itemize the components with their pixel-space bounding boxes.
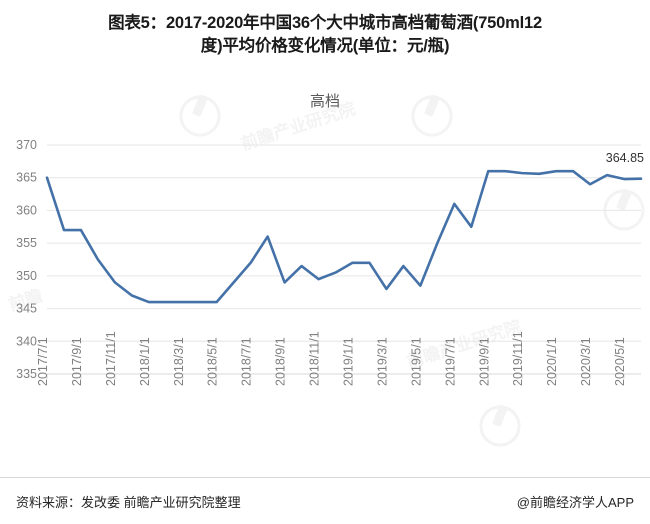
page-title: 图表5：2017-2020年中国36个大中城市高档葡萄酒(750ml12 度)平… xyxy=(108,14,542,56)
series-line-gaodang xyxy=(45,169,643,304)
x-axis-tick-label: 2020/1/1 xyxy=(545,337,559,386)
x-axis-tick-label: 2018/1/1 xyxy=(138,337,152,386)
series-legend-label: 高档 xyxy=(309,93,340,110)
x-axis-tick-label: 2019/11/1 xyxy=(511,331,525,386)
y-axis-tick-label: 370 xyxy=(16,138,37,152)
source-text: 资料来源：发改委 前瞻产业研究院整理 xyxy=(16,494,241,510)
x-axis-tick-label: 2020/3/1 xyxy=(579,337,593,386)
x-axis xyxy=(46,373,641,379)
x-axis-tick-label: 2018/11/1 xyxy=(308,331,322,386)
x-axis-tick-label: 2018/3/1 xyxy=(172,337,186,386)
x-axis-tick-label: 2018/9/1 xyxy=(274,337,288,386)
y-axis-labels: 335 340 345 350 355 360 365 370 xyxy=(16,138,37,381)
y-axis-tick-label: 345 xyxy=(16,302,37,316)
footer: 资料来源：发改委 前瞻产业研究院整理 @前瞻经济学人APP xyxy=(0,486,650,516)
x-axis-tick-label: 2019/1/1 xyxy=(341,337,355,386)
x-axis-tick-label: 2018/7/1 xyxy=(240,337,254,386)
footer-divider xyxy=(0,477,650,478)
chart-plot-area: 前瞻产业研究院 前瞻产业研究院 前瞻 高档 364.85 33534034535… xyxy=(0,0,650,470)
x-axis-tick-label: 2018/5/1 xyxy=(206,337,220,386)
y-axis-tick-label: 335 xyxy=(16,367,37,381)
x-axis-tick-label: 2020/5/1 xyxy=(613,337,627,386)
x-axis-tick-label: 2019/3/1 xyxy=(375,337,389,386)
x-axis-tick-label: 2017/11/1 xyxy=(104,331,118,386)
x-axis-tick-label: 2019/7/1 xyxy=(443,337,457,386)
y-axis-tick-label: 340 xyxy=(16,334,37,348)
x-axis-tick-label: 2017/7/1 xyxy=(36,337,50,386)
y-axis-tick-label: 360 xyxy=(16,203,37,217)
gridlines xyxy=(47,144,641,375)
app-credit: @前瞻经济学人APP xyxy=(516,494,634,510)
chart-svg: 335 340 345 350 355 360 365 370 2017/7/1 2017/9/… xyxy=(16,138,643,386)
x-axis-tick-label: 2019/5/1 xyxy=(409,337,423,386)
y-axis-tick-label: 365 xyxy=(16,171,37,185)
data-label-last-value: 364.85 xyxy=(605,150,644,165)
x-axis-tick-label: 2017/9/1 xyxy=(70,337,84,386)
y-axis-tick-label: 355 xyxy=(16,236,37,250)
y-axis-tick-label: 350 xyxy=(16,269,37,283)
x-axis-tick-label: 2019/9/1 xyxy=(477,337,491,386)
x-axis-labels: 2017/7/1 2017/9/1 2017/11/1 2018/1/1 2018/3/… xyxy=(36,331,627,386)
